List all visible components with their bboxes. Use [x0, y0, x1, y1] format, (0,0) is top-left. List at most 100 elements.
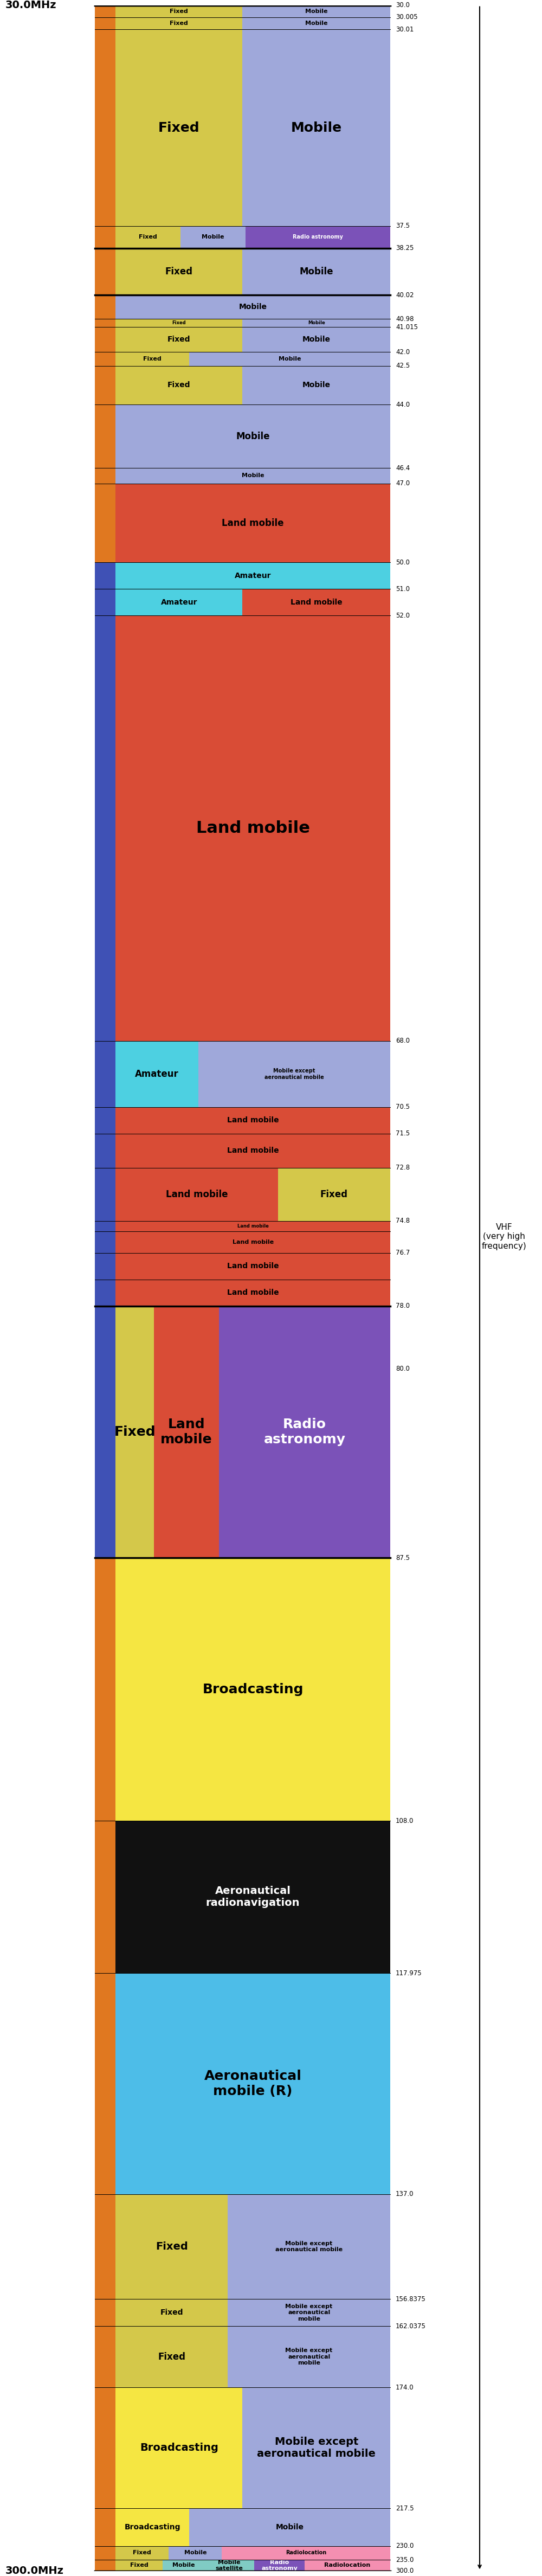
Text: Radio
astronomy: Radio astronomy [263, 1417, 345, 1445]
Text: Land mobile: Land mobile [227, 1146, 279, 1154]
Text: Land mobile: Land mobile [227, 1262, 279, 1270]
Bar [242, 2388, 390, 2509]
Text: Aeronautical
mobile (R): Aeronautical mobile (R) [204, 2069, 302, 2097]
Bar [115, 1133, 390, 1167]
Bar [95, 2561, 115, 2571]
Bar [95, 319, 115, 327]
Bar [95, 247, 115, 296]
Text: Fixed: Fixed [165, 268, 193, 276]
Bar [95, 296, 115, 319]
Bar [95, 366, 115, 404]
Bar [95, 469, 115, 484]
Text: Fixed: Fixed [320, 1190, 348, 1200]
Text: Mobile: Mobile [276, 2524, 304, 2532]
Bar [189, 2509, 390, 2545]
Bar [95, 1280, 115, 1306]
Text: Land mobile: Land mobile [291, 598, 343, 605]
Bar [242, 319, 390, 327]
Bar [95, 227, 115, 247]
Bar [115, 2509, 189, 2545]
Text: Amateur: Amateur [235, 572, 271, 580]
Bar [115, 1973, 390, 2195]
Text: VHF
(very high
frequency): VHF (very high frequency) [482, 1224, 526, 1249]
Bar [95, 2509, 115, 2545]
Bar [95, 562, 115, 590]
Bar [95, 1221, 115, 1231]
Bar [115, 353, 189, 366]
Bar [115, 2561, 163, 2571]
Text: Broadcasting: Broadcasting [140, 2442, 218, 2452]
Bar [95, 1167, 115, 1221]
Bar [95, 327, 115, 353]
Text: Mobile except
aeronautical
mobile: Mobile except aeronautical mobile [285, 2303, 333, 2321]
Bar [115, 2545, 169, 2561]
Text: Mobile: Mobile [308, 319, 325, 325]
Text: Mobile: Mobile [291, 121, 342, 134]
Text: 30.0MHz: 30.0MHz [5, 0, 56, 10]
Text: 137.0: 137.0 [396, 2190, 414, 2197]
Bar [115, 18, 242, 28]
Bar [115, 2326, 228, 2388]
Text: 30.01: 30.01 [396, 26, 414, 33]
Text: Land mobile: Land mobile [233, 1239, 274, 1244]
Text: 38.25: 38.25 [396, 245, 414, 252]
Text: Broadcasting: Broadcasting [202, 1682, 304, 1695]
Bar [115, 327, 242, 353]
Bar [95, 404, 115, 469]
Text: Mobile: Mobile [202, 234, 224, 240]
Bar [242, 28, 390, 227]
Text: Mobile except
aeronautical mobile: Mobile except aeronautical mobile [257, 2437, 376, 2460]
Text: Fixed: Fixed [114, 1425, 156, 1437]
Text: Mobile: Mobile [239, 304, 267, 312]
Text: 40.98: 40.98 [396, 314, 414, 322]
Bar [115, 296, 390, 319]
Bar [115, 1167, 278, 1221]
Text: 37.5: 37.5 [396, 222, 410, 229]
Bar [95, 616, 115, 1041]
Bar [95, 18, 115, 28]
Bar [115, 5, 242, 18]
Text: Land mobile: Land mobile [227, 1288, 279, 1296]
Bar [115, 616, 390, 1041]
Text: Mobile: Mobile [242, 474, 264, 479]
Text: Mobile: Mobile [305, 21, 327, 26]
Text: 40.02: 40.02 [396, 291, 414, 299]
Bar [228, 2195, 390, 2300]
Text: Fixed: Fixed [158, 2352, 185, 2362]
Bar [95, 484, 115, 562]
Text: Aeronautical
radionavigation: Aeronautical radionavigation [206, 1886, 300, 1909]
Text: 74.8: 74.8 [396, 1218, 410, 1224]
Text: Fixed: Fixed [158, 121, 200, 134]
Bar [242, 366, 390, 404]
Bar [115, 28, 242, 227]
Text: Fixed: Fixed [160, 2308, 183, 2316]
Text: Land mobile: Land mobile [227, 1115, 279, 1123]
Text: Fixed: Fixed [172, 319, 186, 325]
Text: Amateur: Amateur [161, 598, 197, 605]
Text: 68.0: 68.0 [396, 1038, 410, 1043]
Bar [115, 1221, 390, 1231]
Bar [95, 1821, 115, 1973]
Text: Amateur: Amateur [135, 1069, 179, 1079]
Text: 41.015: 41.015 [396, 325, 418, 330]
Bar [115, 319, 242, 327]
Text: 44.0: 44.0 [396, 402, 410, 407]
Bar [95, 2326, 115, 2388]
Bar [169, 2545, 222, 2561]
Text: Fixed: Fixed [130, 2563, 149, 2568]
Text: Mobile except
aeronautical mobile: Mobile except aeronautical mobile [275, 2241, 343, 2251]
Bar [242, 247, 390, 296]
Bar [305, 2561, 390, 2571]
Text: Land mobile: Land mobile [237, 1224, 269, 1229]
Text: Fixed: Fixed [156, 2241, 188, 2251]
Text: 76.7: 76.7 [396, 1249, 410, 1257]
Text: Fixed: Fixed [133, 2550, 151, 2555]
Bar [95, 1558, 115, 1821]
Text: Land mobile: Land mobile [166, 1190, 228, 1200]
Bar [95, 1108, 115, 1133]
Bar [115, 247, 242, 296]
Text: Land
mobile: Land mobile [160, 1417, 212, 1445]
Bar [95, 353, 115, 366]
Bar [115, 469, 390, 484]
Bar [246, 227, 390, 247]
